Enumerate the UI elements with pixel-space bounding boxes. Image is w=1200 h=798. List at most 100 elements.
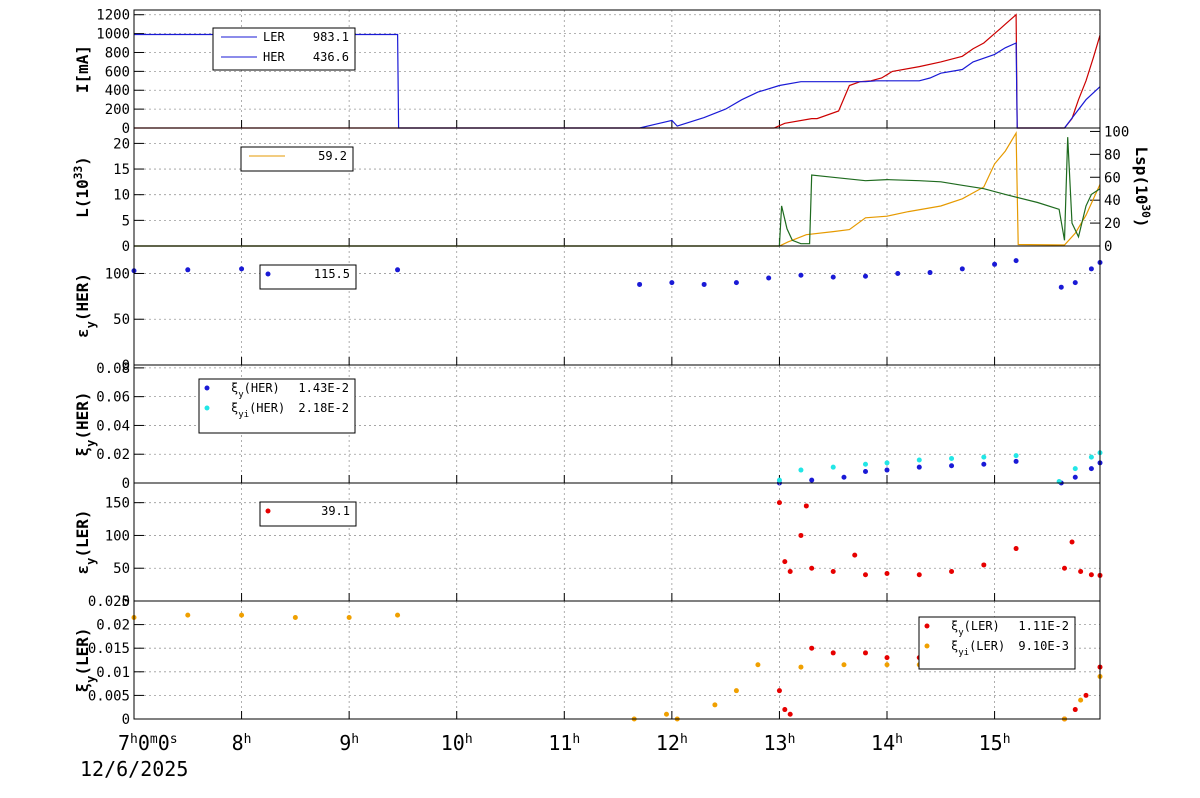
legend-box xyxy=(259,501,357,527)
data-point xyxy=(712,702,718,708)
data-point xyxy=(787,569,793,574)
data-point xyxy=(1088,266,1094,272)
y2-axis-label: Lsp(1030) xyxy=(1132,147,1153,228)
data-point xyxy=(1072,280,1078,286)
legend: 59.2 xyxy=(240,146,354,172)
data-point xyxy=(916,457,922,463)
legend-box xyxy=(240,146,354,172)
data-point xyxy=(992,261,998,267)
y-axis-label: I[mA] xyxy=(73,45,92,93)
data-point xyxy=(776,477,782,483)
data-point xyxy=(862,468,868,474)
data-point xyxy=(701,281,707,287)
legend-value: 2.18E-2 xyxy=(298,401,349,415)
data-point xyxy=(830,274,836,280)
y-tick-label: 0.04 xyxy=(96,418,130,434)
data-point xyxy=(776,688,782,694)
data-point xyxy=(927,270,933,276)
y-tick-label: 50 xyxy=(113,312,130,328)
data-point xyxy=(884,655,890,661)
data-point xyxy=(1083,692,1089,698)
data-point xyxy=(862,650,868,656)
legend-dot-icon xyxy=(265,508,271,514)
legend-series-name: ξy(HER) xyxy=(231,381,280,400)
series-line xyxy=(134,130,1101,247)
y-tick-label: 600 xyxy=(105,64,130,80)
legend-value: 59.2 xyxy=(318,149,347,163)
y-axis-label: L(1033) xyxy=(72,156,93,218)
y-tick-label: 800 xyxy=(105,45,130,61)
y-tick-label: 0.02 xyxy=(96,618,130,634)
legend: 115.5 xyxy=(259,264,357,290)
legend-box xyxy=(212,27,356,71)
legend-value: 39.1 xyxy=(321,504,350,518)
y-tick-label: 0.06 xyxy=(96,390,130,406)
data-point xyxy=(884,467,890,473)
data-point xyxy=(809,477,815,483)
data-point xyxy=(798,532,804,538)
data-point xyxy=(841,662,847,668)
y-tick-label: 0.025 xyxy=(88,594,130,610)
data-point xyxy=(884,570,890,576)
y-tick-label: 0 xyxy=(122,476,130,492)
data-point xyxy=(395,612,401,618)
x-tick-label: 7h0m0s xyxy=(118,731,178,755)
data-point xyxy=(981,562,987,568)
x-tick-label: 9h xyxy=(339,731,359,755)
y2-tick-label: 0 xyxy=(1104,239,1112,255)
legend-value: 115.5 xyxy=(314,267,350,281)
y2-tick-label: 60 xyxy=(1104,170,1121,186)
legend-value: 983.1 xyxy=(313,30,349,44)
data-point xyxy=(852,552,858,558)
y-tick-label: 15 xyxy=(113,162,130,178)
y-tick-label: 0.08 xyxy=(96,361,130,377)
panel-1: 0 200 400 600 800 1000 1200 I[mA] LER 983.1 HER 436… xyxy=(73,8,1101,137)
data-point xyxy=(895,270,901,276)
panel-frame xyxy=(133,127,1101,247)
y-tick-label: 0.01 xyxy=(96,665,130,681)
panel-6: 0 0.005 0.01 0.015 0.02 0.025 ξy(LER) ξy(LER) 1.… xyxy=(73,594,1103,728)
x-tick-label: 12h xyxy=(656,731,688,755)
legend-dot-icon xyxy=(924,643,930,649)
y2-tick-label: 40 xyxy=(1104,193,1121,209)
data-point xyxy=(1062,565,1068,571)
data-point xyxy=(1069,539,1075,545)
legend-series-name: ξyi(LER) xyxy=(951,639,1005,658)
y-tick-label: 100 xyxy=(105,266,130,282)
legend-dot-icon xyxy=(265,271,271,277)
panel-frame xyxy=(133,600,1101,720)
y-tick-label: 400 xyxy=(105,83,130,99)
y-axis-label: εy(HER) xyxy=(73,273,98,338)
data-point xyxy=(755,662,761,668)
y-axis-label: ξy(LER) xyxy=(73,627,98,692)
data-point xyxy=(395,267,401,273)
data-point xyxy=(830,464,836,470)
data-point xyxy=(239,612,245,618)
data-point xyxy=(239,266,245,272)
data-point xyxy=(733,688,739,694)
y2-tick-label: 20 xyxy=(1104,216,1121,232)
y-tick-label: 0 xyxy=(122,239,130,255)
data-point xyxy=(949,456,955,462)
data-point xyxy=(841,474,847,480)
y-tick-label: 0.015 xyxy=(88,641,130,657)
legend-box xyxy=(198,378,356,434)
legend-box xyxy=(259,264,357,290)
legend-series-name: ξy(LER) xyxy=(951,619,1000,638)
data-point xyxy=(1013,546,1019,552)
data-point xyxy=(862,273,868,279)
y-tick-label: 0 xyxy=(122,358,130,374)
data-point xyxy=(782,707,788,713)
data-point xyxy=(1058,284,1064,290)
y-tick-label: 0 xyxy=(122,594,130,610)
data-point xyxy=(1072,707,1078,713)
data-point xyxy=(1013,458,1019,464)
data-point xyxy=(776,500,782,506)
series-line xyxy=(134,137,1101,247)
y-tick-label: 100 xyxy=(105,528,130,544)
y-tick-label: 0 xyxy=(122,121,130,137)
data-point xyxy=(637,281,643,287)
data-point xyxy=(830,650,836,656)
y-axis-label: ξy(HER) xyxy=(73,391,98,456)
